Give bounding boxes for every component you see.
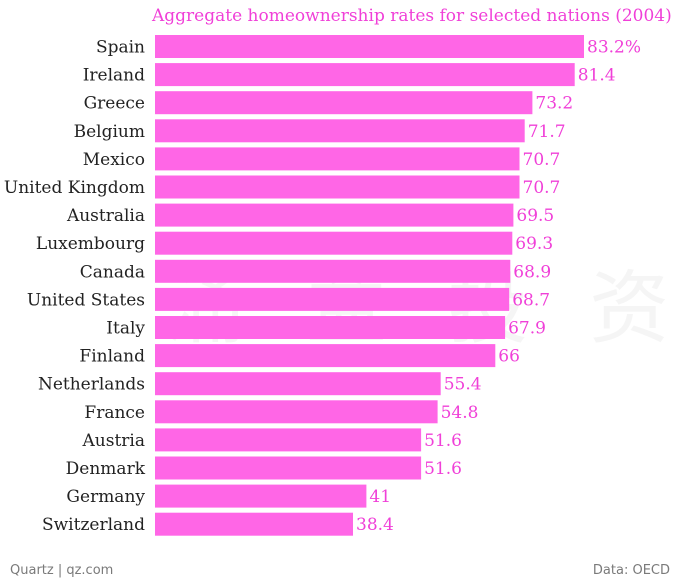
bar-switzerland: [155, 512, 353, 536]
bar-belgium: [155, 119, 525, 143]
chart-title: Aggregate homeownership rates for select…: [152, 6, 672, 26]
value-label-germany: 41: [369, 487, 391, 507]
value-label-austria: 51.6: [424, 431, 462, 451]
bars-group: [155, 35, 584, 536]
category-label-united-kingdom: United Kingdom: [4, 178, 145, 198]
value-label-canada: 68.9: [513, 262, 551, 282]
bar-finland: [155, 344, 496, 368]
bar-united-states: [155, 287, 510, 311]
bar-australia: [155, 203, 514, 227]
value-labels-group: 83.2% 81.473.2 71.7 70.7 70.7 69.5 69.3 68.9 68.…: [356, 38, 641, 536]
category-label-mexico: Mexico: [83, 150, 145, 170]
category-label-canada: Canada: [80, 262, 145, 282]
value-label-ireland: 81.4: [578, 66, 616, 86]
category-label-austria: Austria: [82, 431, 145, 451]
category-label-italy: Italy: [106, 319, 145, 339]
value-label-switzerland: 38.4: [356, 515, 394, 535]
category-labels-group: Spain Ireland Greece Belgium Mexico United Ki…: [4, 38, 146, 536]
bar-austria: [155, 428, 422, 452]
bar-germany: [155, 484, 367, 508]
value-label-france: 54.8: [441, 403, 479, 423]
bar-france: [155, 400, 438, 424]
category-label-netherlands: Netherlands: [38, 375, 145, 395]
value-label-greece: 73.2: [535, 94, 573, 114]
category-label-spain: Spain: [96, 38, 145, 58]
bar-united-kingdom: [155, 175, 520, 199]
value-label-mexico: 70.7: [523, 150, 561, 170]
category-label-switzerland: Switzerland: [42, 515, 145, 535]
bar-mexico: [155, 147, 520, 171]
value-label-italy: 67.9: [508, 319, 546, 339]
bar-ireland: [155, 63, 575, 87]
category-label-belgium: Belgium: [74, 122, 145, 142]
category-label-france: France: [84, 403, 145, 423]
source-credit: Quartz | qz.com: [10, 563, 114, 578]
category-label-luxembourg: Luxembourg: [36, 234, 145, 254]
value-label-united-kingdom: 70.7: [523, 178, 561, 198]
category-label-ireland: Ireland: [83, 66, 145, 86]
bar-italy: [155, 316, 506, 339]
bar-netherlands: [155, 372, 441, 396]
category-label-australia: Australia: [66, 206, 145, 226]
value-label-luxembourg: 69.3: [515, 234, 553, 254]
category-label-germany: Germany: [66, 487, 145, 507]
bar-spain: [155, 35, 584, 58]
bar-denmark: [155, 456, 422, 480]
value-label-united-states: 68.7: [512, 290, 550, 310]
value-label-belgium: 71.7: [528, 122, 566, 142]
category-label-finland: Finland: [79, 347, 145, 367]
bar-canada: [155, 259, 511, 283]
data-source: Data: OECD: [592, 563, 670, 578]
value-label-finland: 66: [498, 347, 520, 367]
bar-greece: [155, 91, 533, 115]
category-label-greece: Greece: [84, 94, 145, 114]
value-label-denmark: 51.6: [424, 459, 462, 479]
category-label-united-states: United States: [27, 290, 145, 310]
value-label-netherlands: 55.4: [444, 375, 482, 395]
value-label-australia: 69.5: [516, 206, 554, 226]
category-label-denmark: Denmark: [66, 459, 146, 479]
bar-luxembourg: [155, 231, 513, 255]
value-label-spain: 83.2%: [587, 38, 641, 58]
